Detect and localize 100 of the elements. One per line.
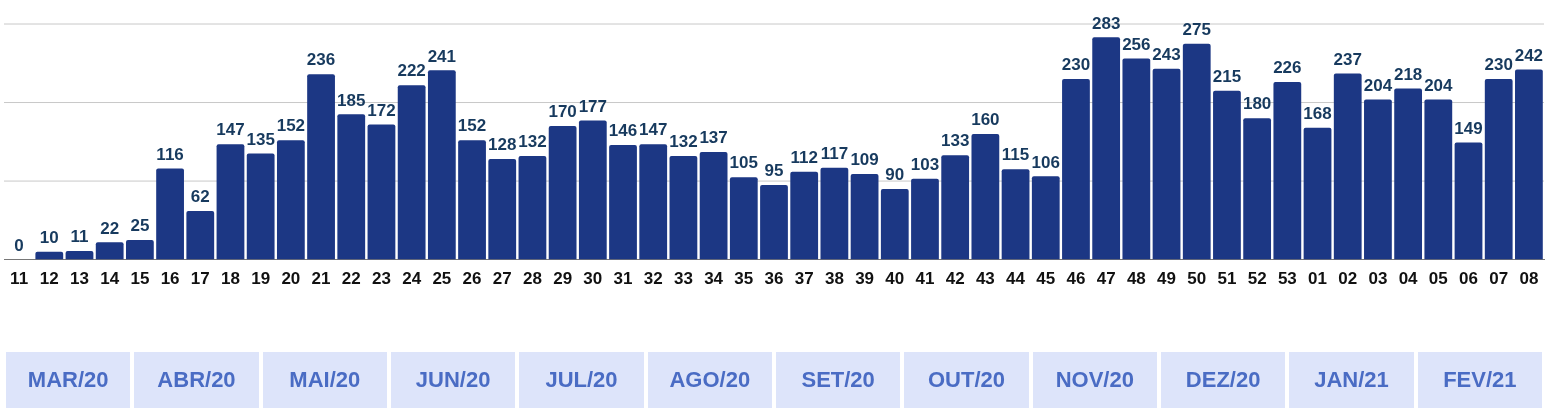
bar xyxy=(95,242,124,260)
data-label: 149 xyxy=(1454,118,1483,138)
bar xyxy=(760,184,788,260)
x-tick-label: 42 xyxy=(945,269,965,289)
bar xyxy=(125,239,154,260)
x-tick-label: 05 xyxy=(1428,269,1448,289)
bar xyxy=(1213,90,1241,260)
data-label: 128 xyxy=(488,135,517,155)
bar xyxy=(850,174,879,260)
data-label: 256 xyxy=(1122,34,1151,54)
x-tick-label: 20 xyxy=(281,269,301,289)
data-label: 25 xyxy=(130,216,150,236)
bar xyxy=(548,126,577,260)
data-label: 226 xyxy=(1273,58,1302,78)
data-label: 236 xyxy=(306,50,336,70)
data-label: 105 xyxy=(729,153,758,173)
bar xyxy=(307,74,335,260)
bar xyxy=(1303,127,1332,260)
data-label: 185 xyxy=(337,90,366,110)
bar xyxy=(820,167,849,260)
bar xyxy=(1394,88,1423,260)
x-tick-label: 46 xyxy=(1066,269,1086,289)
text: JUL/20 xyxy=(519,352,644,408)
bar xyxy=(609,144,637,260)
text: OUT/20 xyxy=(904,352,1029,408)
x-tick-label: 41 xyxy=(915,269,935,289)
data-label: 283 xyxy=(1091,13,1121,33)
data-label: 172 xyxy=(367,100,396,120)
data-label: 0 xyxy=(14,235,24,255)
text: FEV/21 xyxy=(1417,352,1542,408)
x-tick-label: 44 xyxy=(1006,269,1026,289)
bar xyxy=(699,152,728,260)
data-label: 204 xyxy=(1424,75,1454,95)
x-tick-label: 15 xyxy=(130,269,150,289)
bar xyxy=(1273,82,1302,260)
text: MAR/20 xyxy=(6,352,131,408)
x-tick-label: 02 xyxy=(1338,269,1358,289)
data-label: 90 xyxy=(885,165,905,185)
data-label: 95 xyxy=(764,161,784,181)
x-tick-label: 51 xyxy=(1217,269,1237,289)
x-tick-label: 21 xyxy=(311,269,331,289)
data-label: 168 xyxy=(1303,103,1332,123)
x-tick-label: 12 xyxy=(39,269,59,289)
bar xyxy=(911,178,939,260)
text: AGO/20 xyxy=(647,352,772,408)
text: JUN/20 xyxy=(391,352,516,408)
x-tick-label: 38 xyxy=(824,269,844,289)
x-tick-label: 01 xyxy=(1308,269,1327,289)
data-label: 109 xyxy=(850,150,879,170)
data-label: 242 xyxy=(1514,45,1544,65)
data-label: 152 xyxy=(276,116,306,136)
data-label: 132 xyxy=(518,132,547,152)
bar xyxy=(276,140,305,260)
x-tick-label: 17 xyxy=(190,269,210,289)
data-label: 241 xyxy=(427,46,457,66)
data-label: 116 xyxy=(156,144,184,164)
x-tick-label: 11 xyxy=(10,269,29,289)
bar xyxy=(458,140,486,260)
data-label: 147 xyxy=(639,120,668,140)
data-label: 170 xyxy=(548,102,577,122)
data-label: 133 xyxy=(940,131,970,151)
data-label: 117 xyxy=(820,143,849,163)
bar xyxy=(518,155,547,260)
data-label: 11 xyxy=(70,227,89,247)
x-tick-label: 30 xyxy=(583,269,603,289)
x-tick-label: 26 xyxy=(462,269,482,289)
x-tick-label: 50 xyxy=(1187,269,1207,289)
data-label: 135 xyxy=(246,129,275,149)
bar xyxy=(1333,73,1362,260)
bar xyxy=(1484,78,1513,260)
x-tick-label: 16 xyxy=(160,269,180,289)
bar xyxy=(1515,69,1543,260)
x-tick-label: 43 xyxy=(975,269,995,289)
bar xyxy=(216,144,245,260)
x-tick-label: 14 xyxy=(100,269,120,289)
text: ABR/20 xyxy=(134,352,259,408)
bar xyxy=(1031,176,1060,260)
x-tick-label: 22 xyxy=(341,269,361,289)
x-tick-label: 35 xyxy=(734,269,754,289)
bar xyxy=(729,177,758,260)
bar xyxy=(1182,43,1211,260)
text: JAN/21 xyxy=(1289,352,1414,408)
data-label: 215 xyxy=(1212,66,1242,86)
x-tick-label: 34 xyxy=(704,269,724,289)
data-label: 152 xyxy=(457,116,487,136)
x-tick-label: 06 xyxy=(1459,269,1478,289)
bar xyxy=(488,159,517,260)
x-tick-label: 45 xyxy=(1036,269,1056,289)
x-tick-label: 53 xyxy=(1277,269,1297,289)
data-label: 106 xyxy=(1031,152,1060,172)
x-tick-label: 40 xyxy=(885,269,905,289)
data-label: 147 xyxy=(216,120,245,140)
text: MAI/20 xyxy=(262,352,387,408)
x-tick-label: 29 xyxy=(553,269,573,289)
data-label: 230 xyxy=(1061,55,1091,75)
text: NOV/20 xyxy=(1032,352,1157,408)
bar xyxy=(578,120,607,260)
bar xyxy=(367,124,396,260)
x-tick-label: 52 xyxy=(1247,269,1267,289)
x-tick-label: 48 xyxy=(1126,269,1146,289)
